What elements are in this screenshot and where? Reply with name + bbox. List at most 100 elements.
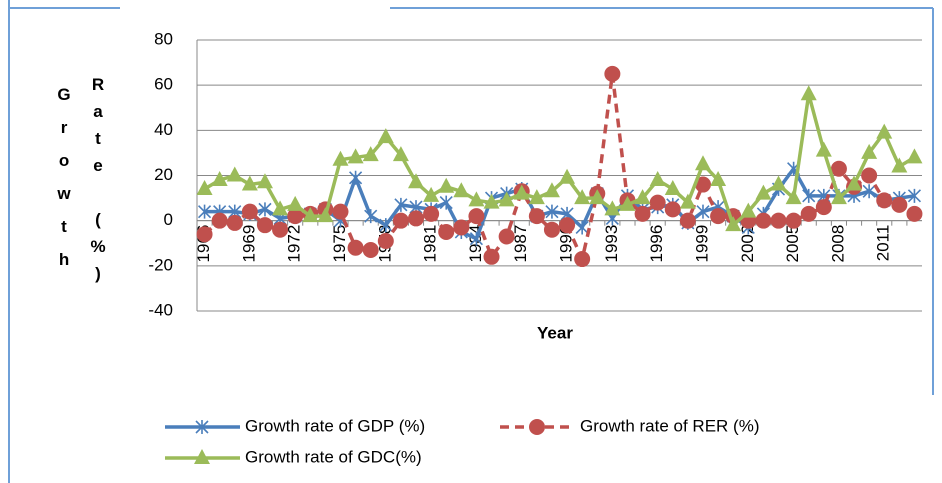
data-point [861, 167, 878, 184]
y-tick-label: 20 [154, 165, 173, 184]
data-point [800, 85, 817, 101]
data-point [423, 205, 440, 222]
data-point [347, 239, 364, 256]
data-point [574, 189, 591, 205]
data-point [394, 197, 408, 212]
data-point [256, 173, 273, 189]
data-point [196, 226, 213, 243]
x-tick-label: 1972 [285, 225, 304, 263]
data-point [408, 173, 425, 189]
data-point [785, 189, 802, 205]
data-point [559, 217, 576, 234]
y-axis-title: Rate (%) [89, 75, 108, 291]
data-point [258, 202, 272, 217]
data-point [649, 194, 666, 211]
data-point [483, 193, 500, 209]
data-point [256, 217, 273, 234]
data-point [438, 177, 455, 193]
legend-marker [194, 449, 210, 464]
x-tick-label: 2002 [738, 225, 757, 263]
data-point [364, 209, 378, 224]
data-point [349, 170, 363, 185]
data-point [619, 195, 636, 211]
legend-label: Growth rate of GDC(%) [245, 447, 422, 466]
x-axis-title: Year [537, 323, 573, 342]
data-point [287, 195, 304, 211]
data-point [710, 171, 727, 187]
data-point [802, 188, 816, 203]
data-point [377, 232, 394, 249]
data-point [664, 201, 681, 218]
data-point [226, 214, 243, 231]
data-point [770, 212, 787, 229]
y-tick-label: -20 [148, 255, 173, 274]
data-point [528, 189, 545, 205]
data-point [770, 175, 787, 191]
data-point [785, 212, 802, 229]
y-tick-label: 0 [164, 210, 173, 229]
data-point [876, 123, 893, 139]
data-point [408, 210, 425, 227]
data-point [694, 155, 711, 171]
data-point [876, 192, 893, 209]
data-point [362, 146, 379, 162]
data-point [830, 160, 847, 177]
data-point [725, 216, 742, 232]
y-tick-label: 80 [154, 29, 173, 48]
data-point [679, 212, 696, 229]
series-line [203, 93, 916, 229]
data-point [211, 171, 228, 187]
data-point [696, 204, 710, 219]
data-point [740, 202, 757, 218]
data-point [498, 228, 515, 245]
data-point [846, 175, 863, 191]
legend-label: Growth rate of GDP (%) [245, 416, 425, 435]
x-tick-label: 1981 [421, 225, 440, 263]
data-point [196, 180, 213, 196]
data-point [694, 176, 711, 193]
data-point [453, 219, 470, 236]
x-tick-label: 1990 [557, 225, 576, 263]
data-point [800, 205, 817, 222]
data-point [679, 193, 696, 209]
data-point [575, 220, 589, 235]
data-point [377, 128, 394, 144]
data-point [332, 150, 349, 166]
data-point [830, 189, 847, 205]
data-point [649, 171, 666, 187]
data-point [907, 188, 922, 203]
data-point [362, 242, 379, 259]
data-point [513, 184, 530, 200]
data-point [815, 199, 832, 216]
data-point [891, 157, 908, 173]
data-point [604, 200, 621, 216]
data-point [439, 195, 453, 210]
data-point [634, 189, 651, 205]
data-point [438, 223, 455, 240]
data-point [604, 65, 621, 82]
data-point [211, 212, 228, 229]
x-tick-label: 2005 [783, 225, 802, 263]
data-point [453, 182, 470, 198]
data-point [241, 203, 258, 220]
data-point [241, 175, 258, 191]
data-point [815, 141, 832, 157]
data-point [862, 184, 876, 199]
data-point [755, 212, 772, 229]
data-point [528, 208, 545, 225]
data-point [468, 191, 485, 207]
data-point [272, 221, 289, 238]
y-tick-label: 40 [154, 120, 173, 139]
data-point [906, 148, 923, 164]
data-point [392, 146, 409, 162]
data-point [469, 231, 483, 246]
data-point [755, 184, 772, 200]
data-point [302, 207, 319, 223]
data-point [543, 221, 560, 238]
legend-label: Growth rate of RER (%) [580, 416, 760, 435]
x-tick-label: 1999 [692, 225, 711, 263]
data-point [287, 208, 304, 225]
x-tick-label: 2008 [828, 225, 847, 263]
data-point [574, 251, 591, 268]
